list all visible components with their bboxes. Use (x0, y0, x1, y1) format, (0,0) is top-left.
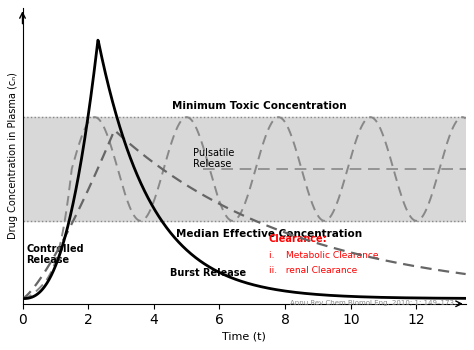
Text: Annu Rev Chem Biomol Eng. 2010; 1: 149–173.: Annu Rev Chem Biomol Eng. 2010; 1: 149–1… (290, 300, 456, 306)
Text: Clearance:: Clearance: (269, 234, 328, 244)
Text: Controlled
Release: Controlled Release (27, 244, 84, 265)
Text: Median Effective Concentration: Median Effective Concentration (176, 229, 362, 239)
X-axis label: Time (t): Time (t) (222, 332, 266, 342)
Text: Minimum Toxic Concentration: Minimum Toxic Concentration (172, 101, 346, 111)
Text: Burst Release: Burst Release (170, 268, 246, 278)
Text: ii.   renal Clearance: ii. renal Clearance (269, 266, 357, 275)
Bar (22, 117, 465, 221)
Text: i.    Metabolic Clearance: i. Metabolic Clearance (269, 251, 378, 260)
Text: Pulsatile
Release: Pulsatile Release (193, 148, 235, 169)
Y-axis label: Drug Concentration in Plasma (cₙ): Drug Concentration in Plasma (cₙ) (9, 72, 18, 239)
